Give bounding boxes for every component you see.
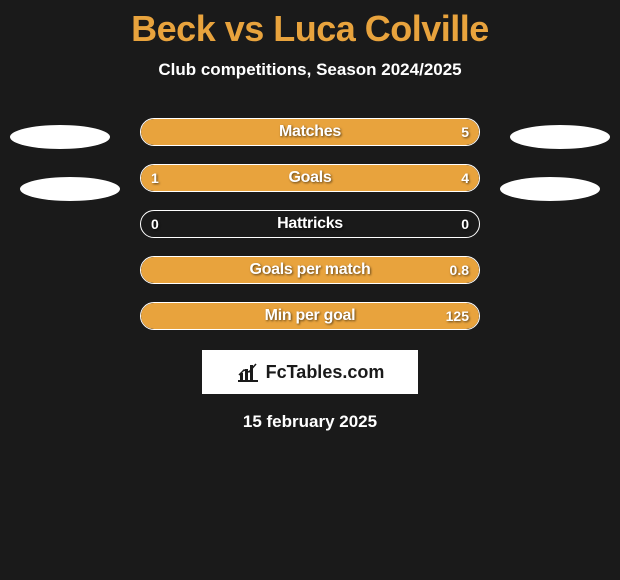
stat-row: Goals1 4 — [140, 164, 480, 192]
bar-chart-icon — [236, 361, 260, 383]
stat-row: Goals per match0.8 — [140, 256, 480, 284]
date-text: 15 february 2025 — [0, 412, 620, 432]
decorative-ellipse — [10, 125, 110, 149]
stat-row: Min per goal125 — [140, 302, 480, 330]
stat-row: Hattricks0 0 — [140, 210, 480, 238]
stat-row: Matches5 — [140, 118, 480, 146]
stat-value-right: 0.8 — [450, 257, 469, 283]
stat-value-right: 125 — [446, 303, 469, 329]
decorative-ellipse — [20, 177, 120, 201]
stat-value-left: 1 — [151, 165, 159, 191]
fctables-logo[interactable]: FcTables.com — [202, 350, 418, 394]
stat-value-left: 0 — [151, 211, 159, 237]
stat-value-right: 5 — [461, 119, 469, 145]
stat-label: Hattricks — [141, 211, 479, 237]
stat-label: Min per goal — [141, 303, 479, 329]
decorative-ellipse — [510, 125, 610, 149]
subtitle: Club competitions, Season 2024/2025 — [0, 60, 620, 80]
logo-text: FcTables.com — [266, 362, 385, 383]
stat-value-right: 4 — [461, 165, 469, 191]
stat-value-right: 0 — [461, 211, 469, 237]
comparison-chart: Matches5 Goals1 4 Hattricks0 0 Goals per matc… — [0, 118, 620, 330]
stat-label: Goals per match — [141, 257, 479, 283]
decorative-ellipse — [500, 177, 600, 201]
page-title: Beck vs Luca Colville — [0, 0, 620, 50]
stat-label: Matches — [141, 119, 479, 145]
stat-label: Goals — [141, 165, 479, 191]
